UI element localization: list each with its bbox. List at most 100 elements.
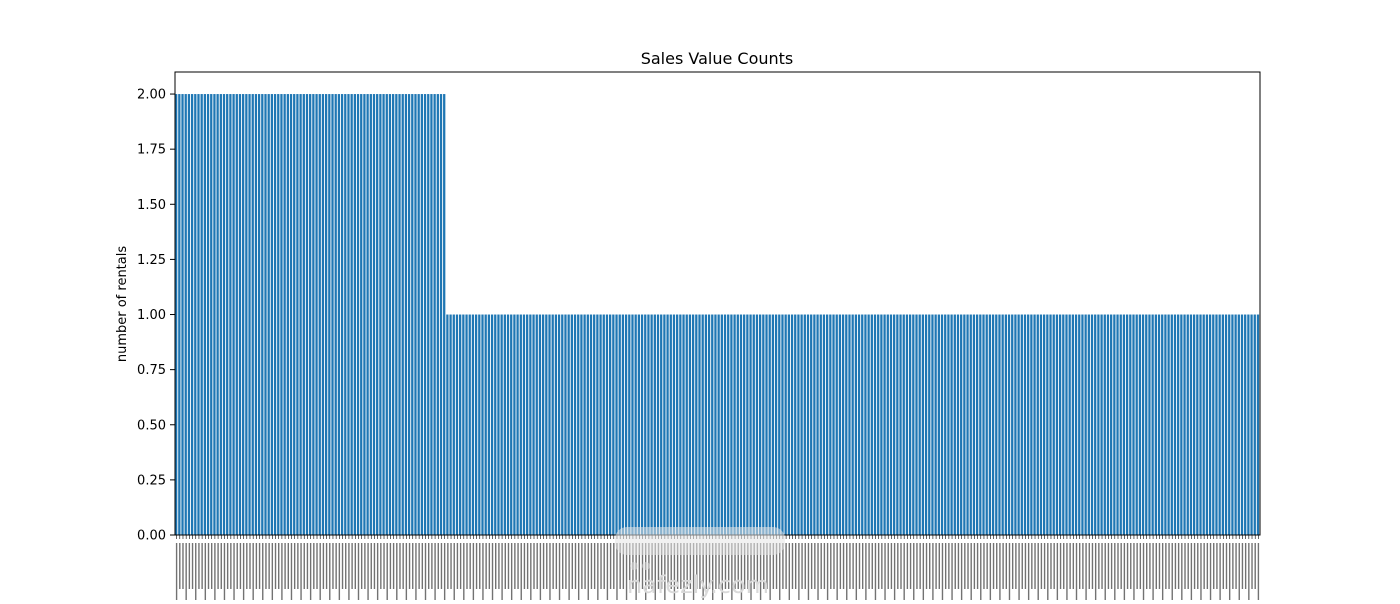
bar xyxy=(248,94,251,535)
bar xyxy=(701,314,704,535)
bar xyxy=(366,94,369,535)
bar xyxy=(526,314,529,535)
bar xyxy=(254,94,258,535)
bar xyxy=(577,314,580,535)
bar xyxy=(982,314,985,535)
bar xyxy=(717,314,720,535)
bar xyxy=(915,314,918,535)
bar xyxy=(727,314,730,535)
bar xyxy=(781,314,784,535)
y-tick-label: 1.50 xyxy=(137,198,166,213)
bar xyxy=(893,314,896,535)
bar xyxy=(242,94,245,535)
bar xyxy=(1100,314,1103,535)
bar xyxy=(656,314,660,535)
bar xyxy=(1161,314,1164,535)
bar xyxy=(1007,314,1011,535)
bar xyxy=(838,314,842,535)
bar xyxy=(1129,314,1132,535)
bar xyxy=(490,314,494,535)
bar xyxy=(634,314,637,535)
bar xyxy=(1212,314,1215,535)
bar xyxy=(599,314,602,535)
bar xyxy=(1097,314,1100,535)
bar xyxy=(532,314,535,535)
bar xyxy=(363,94,366,535)
bar xyxy=(953,314,956,535)
bar xyxy=(226,94,229,535)
bar xyxy=(774,314,778,535)
bar xyxy=(934,314,937,535)
bar xyxy=(462,314,465,535)
bar xyxy=(605,314,609,535)
bar xyxy=(1065,314,1068,535)
bar xyxy=(612,314,615,535)
bar xyxy=(589,314,593,535)
bar xyxy=(481,314,484,535)
bar xyxy=(1148,314,1151,535)
bar xyxy=(896,314,899,535)
bar xyxy=(1221,314,1224,535)
bar xyxy=(337,94,341,535)
bar xyxy=(264,94,267,535)
y-tick-label: 0.75 xyxy=(137,363,166,378)
bar xyxy=(886,314,889,535)
bar xyxy=(273,94,277,535)
bar xyxy=(637,314,641,535)
bar xyxy=(806,314,810,535)
bar xyxy=(484,314,487,535)
bar xyxy=(1202,314,1205,535)
bar xyxy=(181,94,184,535)
bar xyxy=(347,94,350,535)
bar xyxy=(787,314,790,535)
bar xyxy=(487,314,491,535)
bar xyxy=(436,94,439,535)
bar xyxy=(1081,314,1084,535)
bar xyxy=(184,94,187,535)
bar xyxy=(1177,314,1180,535)
bar xyxy=(197,94,200,535)
bar xyxy=(561,314,564,535)
bar xyxy=(1132,314,1135,535)
bar xyxy=(851,314,854,535)
bar xyxy=(535,314,538,535)
bar xyxy=(459,314,462,535)
bar xyxy=(1205,314,1209,535)
y-tick-label: 1.00 xyxy=(137,308,166,323)
bar xyxy=(864,314,867,535)
bar xyxy=(564,314,567,535)
bar xyxy=(210,94,213,535)
bar xyxy=(624,314,628,535)
bar xyxy=(867,314,870,535)
bar xyxy=(583,314,586,535)
bar xyxy=(762,314,765,535)
bar xyxy=(822,314,826,535)
bar xyxy=(190,94,194,535)
bar xyxy=(216,94,219,535)
bar xyxy=(720,314,723,535)
bar xyxy=(1253,314,1256,535)
bar xyxy=(1237,314,1240,535)
bar xyxy=(685,314,688,535)
bar xyxy=(800,314,803,535)
bar xyxy=(666,314,669,535)
y-tick-label: 0.00 xyxy=(137,529,166,544)
bar xyxy=(902,314,905,535)
bar xyxy=(554,314,558,535)
bar xyxy=(905,314,909,535)
bar xyxy=(340,94,344,535)
bar xyxy=(1071,314,1075,535)
bar xyxy=(877,314,880,535)
bar xyxy=(596,314,599,535)
bar xyxy=(187,94,191,535)
bar xyxy=(219,94,222,535)
bar xyxy=(494,314,497,535)
bar xyxy=(924,314,928,535)
bar xyxy=(1183,314,1186,535)
bar xyxy=(417,94,420,535)
bar xyxy=(513,314,516,535)
bar xyxy=(206,94,210,535)
bar xyxy=(618,314,621,535)
bar xyxy=(1234,314,1237,535)
bar xyxy=(1116,314,1119,535)
